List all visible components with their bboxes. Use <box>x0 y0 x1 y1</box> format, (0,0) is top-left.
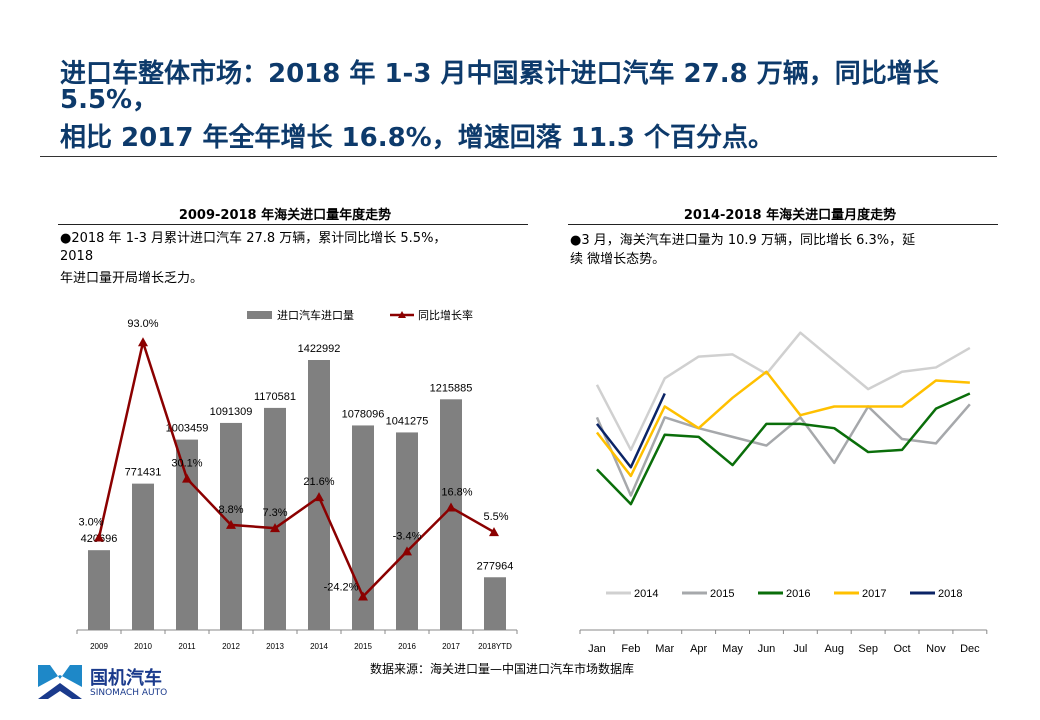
left-x-tick-label: 2018YTD <box>478 642 512 651</box>
left-x-tick-label: 2011 <box>178 642 196 651</box>
sinomach-logo-icon <box>38 665 82 699</box>
growth-marker-2009 <box>94 532 104 542</box>
legend-label-2016: 2016 <box>786 588 810 600</box>
growth-marker-2016 <box>402 546 412 556</box>
left-bullet-line3: 年进口量开局增长乏力。 <box>60 271 204 286</box>
left-title-divider <box>58 224 528 225</box>
right-x-tick-label: Dec <box>960 643 980 655</box>
series-line-2014 <box>595 331 971 452</box>
bar-label-2011: 1003459 <box>166 423 209 435</box>
right-x-tick-label: Jul <box>793 643 807 655</box>
legend-bar-label: 进口汽车进口量 <box>277 308 354 322</box>
bar-label-2012: 1091309 <box>210 406 253 418</box>
bar-label-2015: 1078096 <box>342 408 385 420</box>
left-bullet-line2: 2018 <box>60 249 94 264</box>
growth-label-2012: 8.8% <box>218 504 243 516</box>
left-x-tick-label: 2010 <box>134 642 152 651</box>
growth-marker-2013 <box>270 523 280 533</box>
series-line-2017 <box>595 370 970 478</box>
right-title-divider <box>568 224 998 225</box>
growth-label-2014: 21.6% <box>303 476 334 488</box>
logo-text-cn: 国机汽车 <box>90 668 162 689</box>
left-chart-title: 2009-2018 年海关进口量年度走势 <box>178 208 392 223</box>
growth-label-2013: 7.3% <box>262 507 287 519</box>
series-line-2015 <box>595 403 971 497</box>
legend-triangle-icon <box>398 311 406 318</box>
headline-line3: 相比 2017 年全年增长 16.8%，增速回落 11.3 个百分点。 <box>60 123 774 153</box>
growth-label-2011: 30.1% <box>171 458 202 470</box>
right-bullet-line2: 续 微增长态势。 <box>570 252 666 267</box>
bar-label-2013: 1170581 <box>254 391 296 403</box>
bar-2010 <box>132 483 154 630</box>
growth-label-2015: -24.2% <box>324 582 359 594</box>
right-x-tick-label: Jun <box>758 643 776 655</box>
header-divider <box>40 156 997 157</box>
legend-bar-swatch <box>247 311 272 319</box>
left-x-tick-label: 2009 <box>90 642 108 651</box>
headline-line1: 进口车整体市场：2018 年 1-3 月中国累计进口汽车 27.8 万辆，同比增… <box>60 59 939 89</box>
right-x-tick-label: Jan <box>588 643 606 655</box>
growth-label-2018YTD: 5.5% <box>483 511 508 523</box>
legend-label-2018: 2018 <box>938 588 962 600</box>
right-x-tick-label: Sep <box>858 643 878 655</box>
right-x-tick-label: Apr <box>690 643 707 655</box>
bar-label-2016: 1041275 <box>386 415 429 427</box>
growth-rate-line <box>97 337 495 599</box>
growth-marker-2014 <box>314 492 324 502</box>
right-x-tick-label: May <box>722 643 743 655</box>
legend-label-2017: 2017 <box>862 588 886 600</box>
left-bullet-line1: ●2018 年 1-3 月累计进口汽车 27.8 万辆，累计同比增长 5.5%， <box>60 231 447 246</box>
right-bullet-line1: ●3 月，海关汽车进口量为 10.9 万辆，同比增长 6.3%，延 <box>570 233 916 248</box>
bar-2018YTD <box>484 577 506 630</box>
bar-2016 <box>396 432 418 630</box>
right-x-tick-label: Feb <box>621 643 640 655</box>
growth-marker-2017 <box>446 502 456 512</box>
right-x-tick-label: Aug <box>824 643 844 655</box>
left-x-tick-label: 2013 <box>266 642 284 651</box>
legend-label-2014: 2014 <box>634 588 658 600</box>
bar-label-2014: 1422992 <box>298 343 341 355</box>
bar-2017 <box>440 399 462 630</box>
legend-line-label: 同比增长率 <box>418 308 473 322</box>
growth-marker-2010 <box>138 337 148 347</box>
right-x-tick-label: Oct <box>893 643 910 655</box>
growth-marker-2015 <box>358 591 368 601</box>
left-x-tick-label: 2012 <box>222 642 240 651</box>
bar-label-2010: 771431 <box>125 467 162 479</box>
bar-2011 <box>176 439 198 630</box>
growth-marker-2018YTD <box>489 527 499 537</box>
series-line-2016 <box>596 392 971 506</box>
growth-label-2017: 16.8% <box>441 487 472 499</box>
bar-2013 <box>264 407 286 630</box>
left-x-tick-label: 2017 <box>442 642 460 651</box>
legend-label-2015: 2015 <box>710 588 734 600</box>
headline-line2: 5.5%， <box>60 85 159 115</box>
data-source: 数据来源：海关进口量—中国进口汽车市场数据库 <box>370 662 635 676</box>
left-x-tick-label: 2016 <box>398 642 416 651</box>
logo-text-en: SINOMACH AUTO <box>90 688 168 698</box>
bar-2009 <box>88 550 110 630</box>
growth-marker-2011 <box>182 473 192 483</box>
series-line-2018 <box>595 392 666 469</box>
bar-label-2018YTD: 277964 <box>477 560 514 572</box>
growth-label-2016: -3.4% <box>393 530 422 542</box>
left-x-tick-label: 2014 <box>310 642 328 651</box>
bar-2015 <box>352 425 374 630</box>
right-x-tick-label: Nov <box>926 643 946 655</box>
right-x-tick-label: Mar <box>655 643 674 655</box>
growth-label-2010: 93.0% <box>127 318 158 330</box>
bar-label-2017: 1215885 <box>430 382 473 394</box>
left-x-tick-label: 2015 <box>354 642 372 651</box>
right-chart-title: 2014-2018 年海关进口量月度走势 <box>683 208 897 223</box>
growth-label-2009: 3.0% <box>78 516 103 528</box>
growth-marker-2012 <box>226 519 236 529</box>
